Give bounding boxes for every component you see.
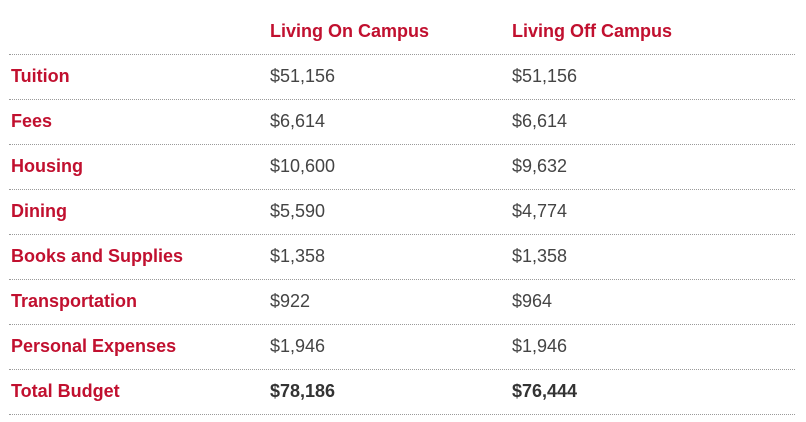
- cost-cell: $10,600: [270, 156, 336, 176]
- row-label: Tuition: [11, 66, 70, 86]
- cost-cell: $964: [512, 291, 553, 311]
- table-row: Tuition $51,156 $51,156: [9, 54, 795, 100]
- table-row: Total Budget $78,186 $76,444: [9, 369, 795, 415]
- table-row: Fees $6,614 $6,614: [9, 99, 795, 145]
- cost-cell: $1,358: [270, 246, 326, 266]
- column-header: Living Off Campus: [512, 21, 673, 41]
- cost-cell: $4,774: [512, 201, 568, 221]
- cost-cell: $9,632: [512, 156, 568, 176]
- table-row: Housing $10,600 $9,632: [9, 144, 795, 190]
- column-header: Living On Campus: [270, 21, 430, 41]
- row-label: Total Budget: [11, 381, 120, 401]
- table-row: Dining $5,590 $4,774: [9, 189, 795, 235]
- cost-cell: $6,614: [270, 111, 326, 131]
- row-label: Dining: [11, 201, 67, 221]
- row-label: Transportation: [11, 291, 138, 311]
- table-row: Personal Expenses $1,946 $1,946: [9, 324, 795, 370]
- table-row: Books and Supplies $1,358 $1,358: [9, 234, 795, 280]
- header-row: Living On Campus Living Off Campus: [9, 9, 795, 55]
- cost-cell: $6,614: [512, 111, 568, 131]
- cost-cell: $5,590: [270, 201, 326, 221]
- cost-cell: $1,946: [270, 336, 326, 356]
- row-label: Housing: [11, 156, 83, 176]
- row-label: Personal Expenses: [11, 336, 177, 356]
- cost-cell: $76,444: [512, 381, 578, 401]
- table-row: Transportation $922 $964: [9, 279, 795, 325]
- cost-cell: $51,156: [270, 66, 336, 86]
- cost-cell: $922: [270, 291, 311, 311]
- row-label: Fees: [11, 111, 53, 131]
- cost-cell: $78,186: [270, 381, 336, 401]
- cost-cell: $1,946: [512, 336, 568, 356]
- cost-cell: $1,358: [512, 246, 568, 266]
- row-label: Books and Supplies: [11, 246, 184, 266]
- cost-cell: $51,156: [512, 66, 578, 86]
